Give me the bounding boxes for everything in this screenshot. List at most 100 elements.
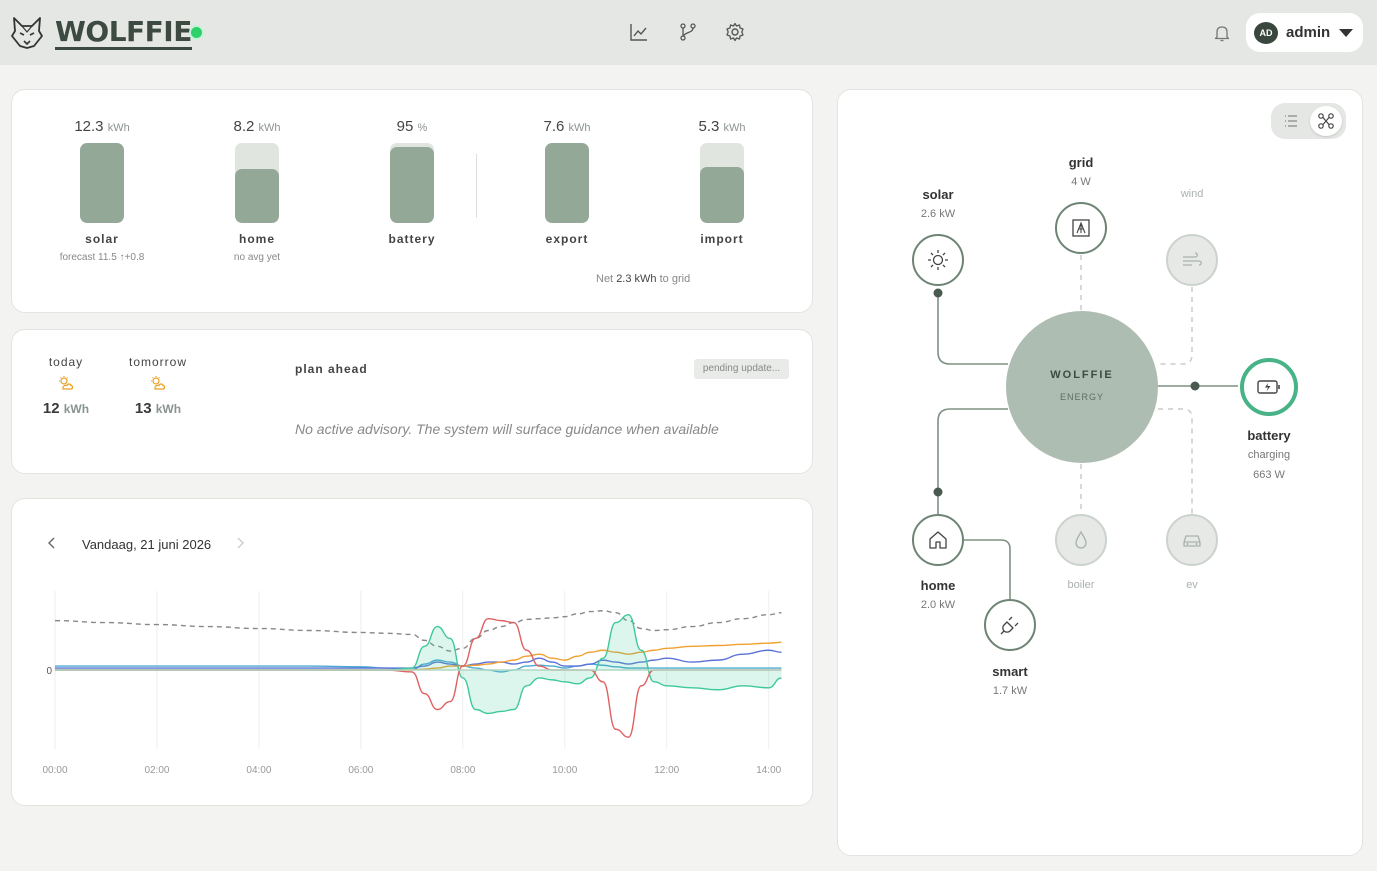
plan-title: plan ahead	[295, 362, 368, 376]
forecast-tomorrow: tomorrow 13 kWh	[123, 355, 193, 417]
energy-summary-card: 12.3 kWh solar forecast 11.5 ↑+0.8 8.2 k…	[11, 89, 813, 313]
forecast-today: today 12 kWh	[31, 355, 101, 417]
meter-unit: kWh	[723, 122, 746, 134]
solar-label: solar	[922, 187, 954, 202]
battery-value: 663 W	[1253, 469, 1285, 481]
wind-label: wind	[1180, 188, 1204, 200]
battery-icon	[1257, 380, 1280, 394]
meter-fill	[235, 169, 279, 223]
solar-value: 2.6 kW	[920, 208, 956, 220]
meter-fill	[390, 147, 434, 223]
avatar: AD	[1254, 22, 1278, 44]
user-menu-button[interactable]: AD admin	[1246, 13, 1363, 52]
boiler-label: boiler	[1067, 579, 1095, 591]
x-tick-label: 06:00	[348, 765, 373, 776]
divider	[476, 154, 477, 218]
series-line	[55, 659, 782, 673]
x-tick-label: 14:00	[756, 765, 781, 776]
grid-value: 4 W	[1071, 176, 1091, 188]
home-icon	[929, 531, 947, 549]
drop-icon	[1075, 530, 1087, 549]
top-bar: WOLFFIE AD admin	[0, 0, 1377, 65]
meter-label: battery	[388, 232, 436, 246]
wind-node[interactable]	[1166, 234, 1218, 286]
wind-icon	[1183, 252, 1202, 266]
forecast-label: today	[48, 355, 84, 369]
grid-label: grid	[1068, 155, 1094, 170]
chevron-left-icon[interactable]	[44, 535, 60, 551]
meter-fill	[80, 143, 124, 223]
meter-fill	[700, 167, 744, 223]
forecast-unit: kWh	[155, 402, 182, 416]
net-suffix: to grid	[659, 273, 691, 285]
series-line	[54, 649, 782, 669]
y-tick-label: 0	[46, 666, 52, 677]
meter-value: 7.6	[543, 118, 565, 135]
meter-value: 12.3	[74, 118, 104, 135]
battery-state: charging	[1247, 449, 1291, 461]
meter-fill	[545, 143, 589, 223]
smart-label: smart	[992, 664, 1028, 679]
meter-unit: kWh	[107, 122, 130, 134]
graph-view-icon[interactable]	[1310, 106, 1342, 136]
series-area	[55, 614, 782, 714]
meter-subtext: no avg yet	[233, 252, 281, 263]
energy-hub: WOLFFIE ENERGY	[1006, 311, 1158, 463]
forecast-label: tomorrow	[128, 355, 187, 369]
user-name: admin	[1286, 24, 1331, 41]
meter-home: 8.2 kWh home no avg yet	[197, 117, 317, 263]
gear-icon[interactable]	[724, 21, 746, 43]
wolf-logo-icon	[11, 17, 43, 49]
sun-icon	[928, 250, 948, 270]
battery-label: battery	[1247, 428, 1291, 443]
pending-update-badge: pending update...	[694, 359, 789, 379]
bell-icon[interactable]	[1211, 22, 1233, 44]
x-tick-label: 02:00	[144, 765, 169, 776]
meter-subtext: forecast 11.5 ↑+0.8	[59, 252, 145, 263]
list-view-icon[interactable]	[1277, 108, 1305, 134]
forecast-card: today 12 kWh tomorrow 13 kWh plan ahead …	[11, 329, 813, 474]
advisory-text: No active advisory. The system will surf…	[295, 421, 719, 437]
chevron-down-icon	[1339, 29, 1353, 37]
meter-label: export	[545, 232, 589, 246]
x-tick-label: 04:00	[246, 765, 271, 776]
home-value: 2.0 kW	[920, 599, 956, 611]
meter-value: 5.3	[698, 118, 720, 135]
ev-label: ev	[1186, 579, 1198, 591]
meter-value: 8.2	[233, 118, 255, 135]
meter-bar	[545, 143, 589, 223]
net-prefix: Net	[596, 273, 614, 285]
solar-node[interactable]	[912, 234, 964, 286]
partly-cloudy-icon	[59, 376, 74, 390]
timeline-chart: 00:00 02:00 04:00 06:00 08:00 10:00 12:00 14:00…	[42, 591, 782, 776]
x-tick-label: 12:00	[654, 765, 679, 776]
net-summary: Net 2.3 kWh to grid	[596, 273, 690, 285]
branch-icon[interactable]	[677, 21, 699, 43]
smart-value: 1.7 kW	[992, 685, 1028, 697]
meter-unit: kWh	[568, 122, 591, 134]
chevron-right-icon[interactable]	[232, 535, 248, 551]
chart-icon[interactable]	[628, 21, 650, 43]
meter-unit: kWh	[258, 122, 281, 134]
app-brand: WOLFFIE	[55, 15, 192, 50]
hub-subtitle: ENERGY	[1059, 392, 1104, 402]
boiler-node[interactable]	[1055, 514, 1107, 566]
grid-icon	[1072, 219, 1090, 237]
meter-bar	[700, 143, 744, 223]
home-node[interactable]	[912, 514, 964, 566]
meter-label: home	[238, 232, 275, 246]
forecast-value: 13	[134, 400, 152, 417]
x-tick-label: 08:00	[450, 765, 475, 776]
battery-node[interactable]	[1240, 358, 1298, 416]
grid-node[interactable]	[1055, 202, 1107, 254]
view-toggle	[1271, 103, 1346, 139]
x-tick-label: 00:00	[42, 765, 67, 776]
meter-bar	[390, 143, 434, 223]
chart-date-label: Vandaag, 21 juni 2026	[82, 537, 212, 552]
smart-node[interactable]	[984, 599, 1036, 651]
meter-label: import	[700, 232, 744, 246]
meter-bar	[235, 143, 279, 223]
meter-label: solar	[85, 232, 119, 246]
ev-node[interactable]	[1166, 514, 1218, 566]
x-tick-label: 10:00	[552, 765, 577, 776]
